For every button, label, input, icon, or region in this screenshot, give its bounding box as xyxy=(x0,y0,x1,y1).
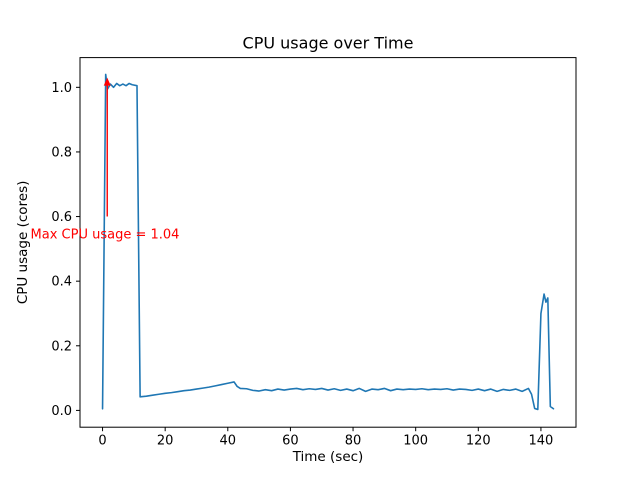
y-axis-label: CPU usage (cores) xyxy=(15,181,31,305)
x-axis-label: Time (sec) xyxy=(292,449,364,465)
x-tick-label: 100 xyxy=(403,434,428,449)
x-tick-label: 20 xyxy=(157,434,174,449)
y-tick-label: 0.0 xyxy=(51,404,72,419)
x-tick-label: 120 xyxy=(466,434,491,449)
x-tick-label: 0 xyxy=(98,434,106,449)
y-tick-label: 0.4 xyxy=(51,275,72,290)
annotation-arrow-head xyxy=(103,77,111,86)
y-tick-label: 0.8 xyxy=(51,145,72,160)
chart-title: CPU usage over Time xyxy=(243,34,414,53)
y-tick-label: 0.2 xyxy=(51,339,72,354)
x-tick-label: 60 xyxy=(282,434,299,449)
cpu-usage-line xyxy=(101,73,555,411)
max-cpu-annotation-text: Max CPU usage = 1.04 xyxy=(31,227,180,242)
y-tick-label: 0.6 xyxy=(51,210,72,225)
x-tick-label: 40 xyxy=(220,434,237,449)
x-tick-label: 80 xyxy=(345,434,362,449)
x-tick-label: 140 xyxy=(529,434,554,449)
y-tick-label: 1.0 xyxy=(51,81,72,96)
axes-frame xyxy=(79,57,577,428)
